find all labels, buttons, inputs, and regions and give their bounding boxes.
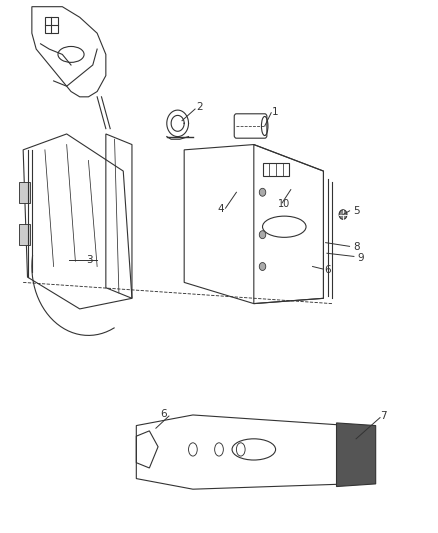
Text: 8: 8 bbox=[353, 243, 360, 253]
Text: 2: 2 bbox=[196, 102, 203, 112]
Text: 3: 3 bbox=[86, 255, 93, 265]
Text: 4: 4 bbox=[218, 204, 225, 214]
Ellipse shape bbox=[259, 231, 266, 239]
Ellipse shape bbox=[259, 263, 266, 270]
Text: 7: 7 bbox=[380, 411, 387, 421]
Text: 10: 10 bbox=[278, 199, 290, 209]
Text: 9: 9 bbox=[357, 253, 364, 263]
FancyBboxPatch shape bbox=[19, 224, 30, 245]
Text: 6: 6 bbox=[160, 409, 167, 419]
Text: 1: 1 bbox=[272, 107, 279, 117]
Text: 6: 6 bbox=[325, 265, 331, 275]
Ellipse shape bbox=[339, 210, 347, 219]
Text: 5: 5 bbox=[353, 206, 360, 216]
Ellipse shape bbox=[259, 188, 266, 196]
Polygon shape bbox=[336, 423, 376, 487]
FancyBboxPatch shape bbox=[19, 182, 30, 203]
